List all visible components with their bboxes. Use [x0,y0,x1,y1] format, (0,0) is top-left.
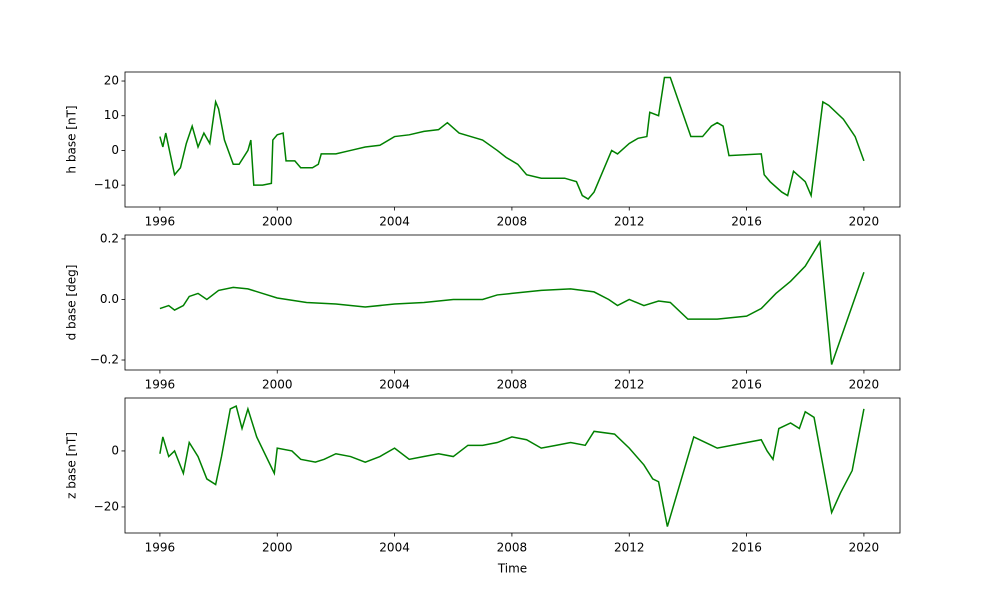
x-tick-label: 1996 [145,215,176,229]
data-line [159,405,865,527]
y-axis-label: d base [deg] [65,265,79,341]
axes-frame [124,397,901,534]
x-tick-label: 2012 [614,378,645,392]
x-tick-label: 1996 [145,541,176,555]
x-tick-label: 2012 [614,541,645,555]
data-line [159,76,865,200]
y-tick-label: −0.2 [90,353,119,367]
y-axis-label: z base [nT] [65,432,79,499]
x-tick-label: 2000 [262,378,293,392]
x-tick-label: 2000 [262,215,293,229]
x-tick-label: 2004 [379,215,410,229]
y-tick-label: 0 [111,143,119,157]
x-tick-label: 2008 [497,378,528,392]
y-axis-label: h base [nT] [65,105,79,173]
x-axis-label: Time [497,562,527,576]
y-tick-label: 10 [104,108,119,122]
x-tick-label: 2016 [731,378,762,392]
y-tick-label: −20 [94,499,119,513]
y-tick-label: 20 [104,74,119,88]
x-tick-label: 2020 [849,215,880,229]
x-tick-label: 2008 [497,215,528,229]
x-tick-label: 2012 [614,215,645,229]
x-tick-label: 2016 [731,215,762,229]
x-tick-label: 2004 [379,541,410,555]
axes-frame [124,234,901,371]
axes-frame [124,71,901,208]
x-tick-label: 2016 [731,541,762,555]
x-tick-label: 2004 [379,378,410,392]
y-tick-label: 0.2 [100,231,119,245]
x-tick-label: 2020 [849,541,880,555]
x-tick-label: 2008 [497,541,528,555]
x-tick-label: 2020 [849,378,880,392]
y-tick-label: 0.0 [100,292,119,306]
y-tick-label: −10 [94,178,119,192]
x-tick-label: 1996 [145,378,176,392]
data-line [159,239,865,365]
x-tick-label: 2000 [262,541,293,555]
y-tick-label: 0 [111,443,119,457]
